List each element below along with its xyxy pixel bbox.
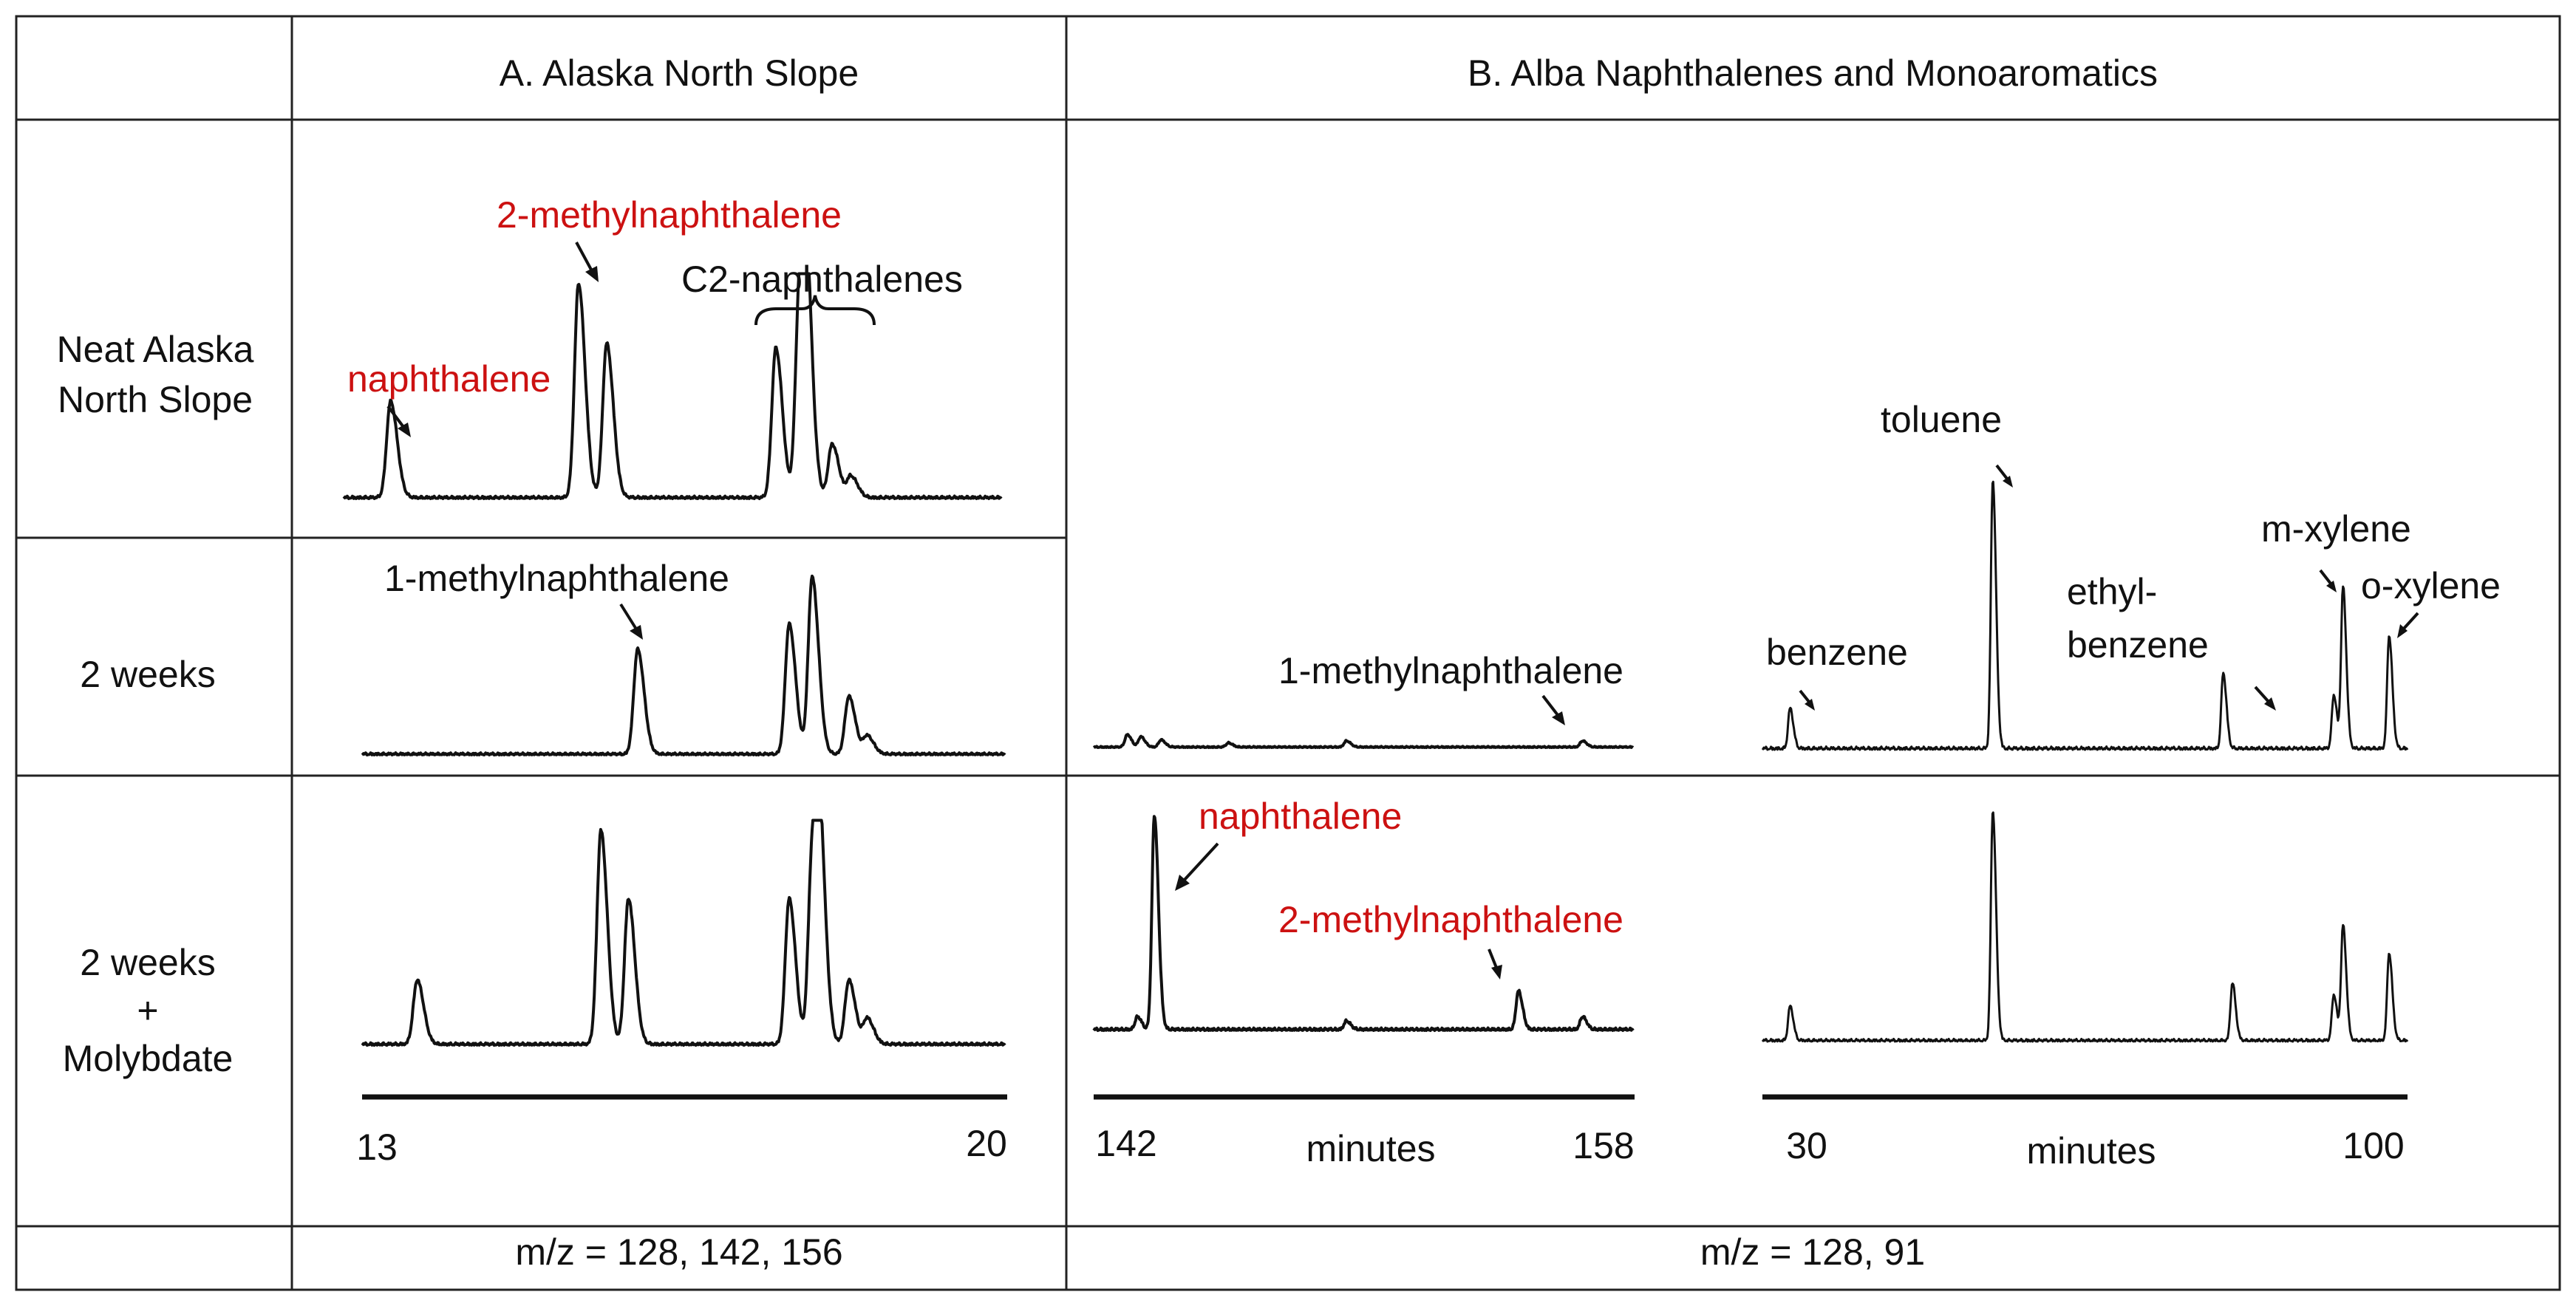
trace-alba-naph-molybdate xyxy=(1092,815,1635,1032)
label-benzene: benzene xyxy=(1766,632,1908,673)
arrowhead-1-methylnaphthalene-a xyxy=(630,625,643,640)
tick-label-30: 30 xyxy=(1786,1125,1827,1166)
header-panel-a: A. Alaska North Slope xyxy=(500,52,859,94)
label-ethyl-line1: ethyl- xyxy=(2067,571,2157,612)
arrow-naphthalene-b xyxy=(1182,842,1219,882)
arrowhead-2-methylnaphthalene-a xyxy=(585,266,599,282)
label-naphthalene-a: naphthalene xyxy=(347,358,551,400)
arrowhead-m-xylene xyxy=(2326,581,2337,592)
arrow-benzene xyxy=(1799,689,1810,703)
xlabel-minutes-mono: minutes xyxy=(2026,1130,2156,1172)
row-label-moly-line3: Molybdate xyxy=(63,1038,234,1079)
arrow-2-methylnaphthalene-b xyxy=(1488,948,1498,968)
arrowhead-naphthalene-b xyxy=(1175,875,1190,891)
arrow-m-xylene xyxy=(2319,569,2332,585)
xlabel-minutes-naph: minutes xyxy=(1306,1128,1435,1169)
header-panel-b: B. Alba Naphthalenes and Monoaromatics xyxy=(1468,52,2158,94)
arrowhead-naphthalene-a xyxy=(398,423,411,437)
arrowhead-o-xylene xyxy=(2397,624,2408,638)
label-1-methylnaphthalene-a: 1-methylnaphthalene xyxy=(384,558,729,599)
arrow-2-methylnaphthalene-a xyxy=(575,242,593,270)
row-label-neat-line1: Neat Alaska xyxy=(57,329,254,370)
row-label-2weeks: 2 weeks xyxy=(80,654,215,695)
trace-alaska-molybdate xyxy=(361,818,1006,1047)
arrowhead-toluene xyxy=(2003,476,2013,488)
arrow-ethylbenzene xyxy=(2254,686,2270,703)
arrow-naphthalene-a xyxy=(386,405,405,428)
row-label-neat-line2: North Slope xyxy=(58,379,253,420)
arrow-o-xylene xyxy=(2402,612,2419,631)
arrowhead-1-methylnaphthalene-b xyxy=(1552,711,1565,725)
label-toluene: toluene xyxy=(1881,399,2002,440)
table-grid xyxy=(15,15,2561,1291)
tick-label-158: 158 xyxy=(1572,1125,1634,1166)
arrowhead-ethylbenzene xyxy=(2264,697,2276,711)
trace-alba-mono-molybdate xyxy=(1761,811,2409,1043)
trace-neat-alaska xyxy=(342,272,1003,500)
row-label-moly-line1: 2 weeks xyxy=(80,942,215,983)
footer-mz-b: m/z = 128, 91 xyxy=(1700,1231,1925,1273)
label-1-methylnaphthalene-b: 1-methylnaphthalene xyxy=(1278,650,1623,691)
arrowhead-benzene xyxy=(1805,699,1815,711)
tick-label-20: 20 xyxy=(966,1123,1007,1164)
tick-label-100: 100 xyxy=(2342,1125,2404,1166)
row-label-moly-line2: + xyxy=(137,990,158,1031)
tick-label-13: 13 xyxy=(356,1126,398,1168)
trace-alba-naph-2weeks xyxy=(1092,733,1635,749)
trace-alba-mono-2weeks xyxy=(1761,480,2409,751)
footer-mz-a: m/z = 128, 142, 156 xyxy=(515,1231,842,1273)
label-c2-naphthalenes: C2-naphthalenes xyxy=(681,259,963,300)
label-naphthalene-b: naphthalene xyxy=(1199,796,1402,837)
arrowhead-2-methylnaphthalene-b xyxy=(1491,965,1502,980)
label-ethyl-line2: benzene xyxy=(2067,624,2209,666)
arrow-1-methylnaphthalene-a xyxy=(619,603,637,629)
brace-c2-naphthalenes xyxy=(754,295,876,326)
label-2-methylnaphthalene-b: 2-methylnaphthalene xyxy=(1278,899,1623,940)
outer-border xyxy=(15,15,2561,1291)
label-o-xylene: o-xylene xyxy=(2361,565,2501,606)
tick-label-142: 142 xyxy=(1095,1123,1156,1164)
label-m-xylene: m-xylene xyxy=(2261,508,2411,550)
label-2-methylnaphthalene-a: 2-methylnaphthalene xyxy=(497,194,842,236)
arrow-1-methylnaphthalene-b xyxy=(1541,694,1559,717)
arrow-toluene xyxy=(1995,464,2008,480)
trace-alaska-2weeks xyxy=(361,574,1006,756)
